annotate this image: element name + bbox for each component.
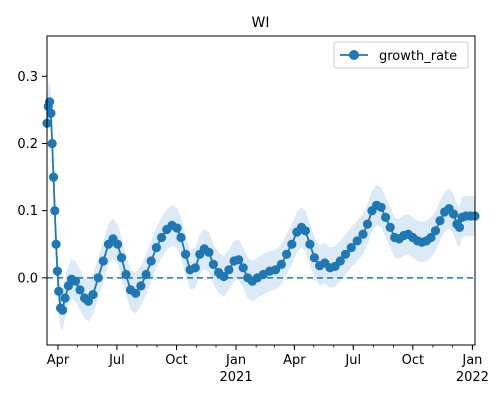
x-tick-label: Apr xyxy=(283,353,306,368)
data-point xyxy=(335,256,345,266)
data-point xyxy=(181,249,191,259)
data-point xyxy=(219,271,229,282)
data-point xyxy=(454,222,465,232)
x-axis-ticks: Apr Jul Oct Jan 2021 Apr Jul Oct Jan 2022 xyxy=(47,345,489,385)
data-point xyxy=(309,253,319,263)
data-point xyxy=(204,247,214,257)
data-point xyxy=(51,239,61,249)
data-point xyxy=(435,216,445,226)
data-point xyxy=(381,212,391,222)
data-point xyxy=(346,243,356,253)
legend-label: growth_rate xyxy=(379,49,457,64)
data-point xyxy=(88,290,98,300)
data-point xyxy=(83,296,93,306)
x-tick-label: Apr xyxy=(47,353,70,368)
legend: growth_rate xyxy=(333,41,469,69)
data-point xyxy=(93,273,103,283)
x-tick-label: Oct xyxy=(402,353,424,368)
data-point xyxy=(362,219,373,229)
data-point xyxy=(287,239,297,249)
uncertainty-band-area xyxy=(47,81,475,331)
x-tick-label: Jul xyxy=(108,353,125,368)
data-point xyxy=(45,97,55,107)
data-point xyxy=(449,209,459,219)
series-points xyxy=(42,97,480,315)
y-tick-label: 0.2 xyxy=(17,137,38,152)
data-point xyxy=(98,256,108,266)
data-point xyxy=(46,108,56,118)
data-point xyxy=(176,232,186,243)
data-point xyxy=(238,263,248,273)
axes xyxy=(46,35,476,346)
data-point xyxy=(52,266,63,276)
data-point xyxy=(172,223,182,233)
x-tick-year-label: 2021 xyxy=(220,370,253,385)
data-point xyxy=(358,229,368,239)
data-point xyxy=(75,285,85,295)
data-point xyxy=(141,269,151,280)
data-point xyxy=(190,263,200,273)
data-point xyxy=(305,239,315,249)
data-point xyxy=(113,239,123,249)
uncertainty-band xyxy=(47,81,475,331)
data-point xyxy=(136,281,146,291)
data-point xyxy=(54,286,64,296)
data-point xyxy=(57,305,68,315)
data-point xyxy=(430,226,441,236)
x-tick-label: Jul xyxy=(344,353,361,368)
data-point xyxy=(224,265,234,275)
legend-box xyxy=(333,41,469,69)
x-tick-year-label: 2022 xyxy=(456,370,489,385)
data-point xyxy=(352,236,362,246)
data-point xyxy=(340,249,351,259)
data-point xyxy=(146,256,156,266)
data-point xyxy=(300,226,310,236)
data-point xyxy=(276,259,286,269)
data-point xyxy=(70,276,81,286)
data-point xyxy=(426,232,436,243)
data-point xyxy=(151,243,161,253)
x-tick-label: Jan xyxy=(461,353,482,368)
data-point xyxy=(271,265,281,275)
data-point xyxy=(116,253,127,263)
data-point xyxy=(385,222,395,232)
data-point xyxy=(60,293,70,303)
y-tick-label: 0.0 xyxy=(17,271,38,286)
y-axis-ticks: 0.0 0.1 0.2 0.3 xyxy=(17,70,47,286)
data-point xyxy=(48,172,59,182)
x-tick-label: Oct xyxy=(165,353,187,368)
data-point xyxy=(208,259,218,269)
y-tick-label: 0.1 xyxy=(17,204,38,219)
data-point xyxy=(157,232,167,243)
data-point xyxy=(121,269,131,280)
plot-frame xyxy=(46,35,476,346)
data-point xyxy=(131,288,141,298)
x-tick-label: Jan xyxy=(225,353,246,368)
data-point xyxy=(376,202,386,212)
data-point xyxy=(50,206,60,216)
y-tick-label: 0.3 xyxy=(17,70,38,85)
legend-marker-icon xyxy=(349,50,359,60)
data-point xyxy=(282,249,292,259)
data-point xyxy=(47,138,57,149)
chart-title: WI xyxy=(252,15,270,31)
data-point xyxy=(234,255,244,265)
